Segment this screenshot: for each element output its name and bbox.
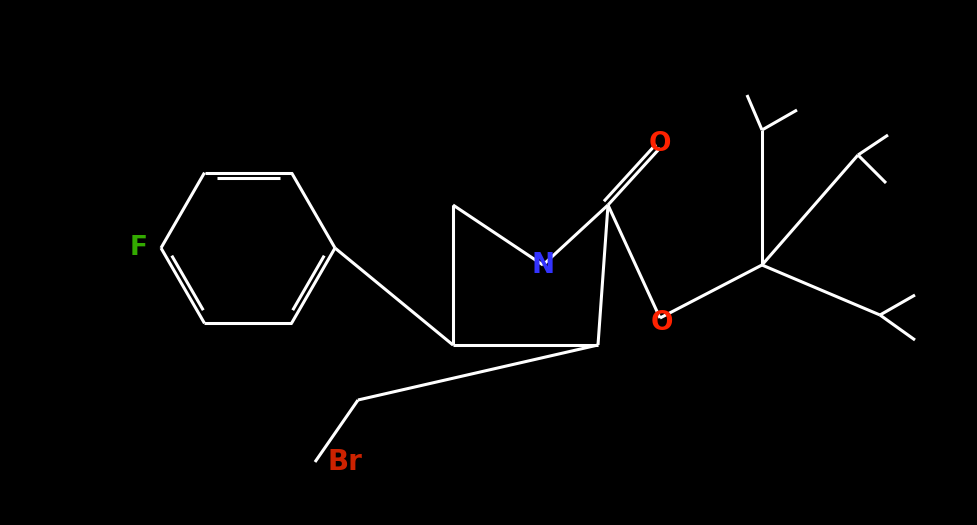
Text: O: O <box>649 131 671 157</box>
Text: Br: Br <box>327 448 361 476</box>
Text: F: F <box>130 235 148 261</box>
Text: N: N <box>531 251 555 279</box>
Text: O: O <box>651 310 673 336</box>
